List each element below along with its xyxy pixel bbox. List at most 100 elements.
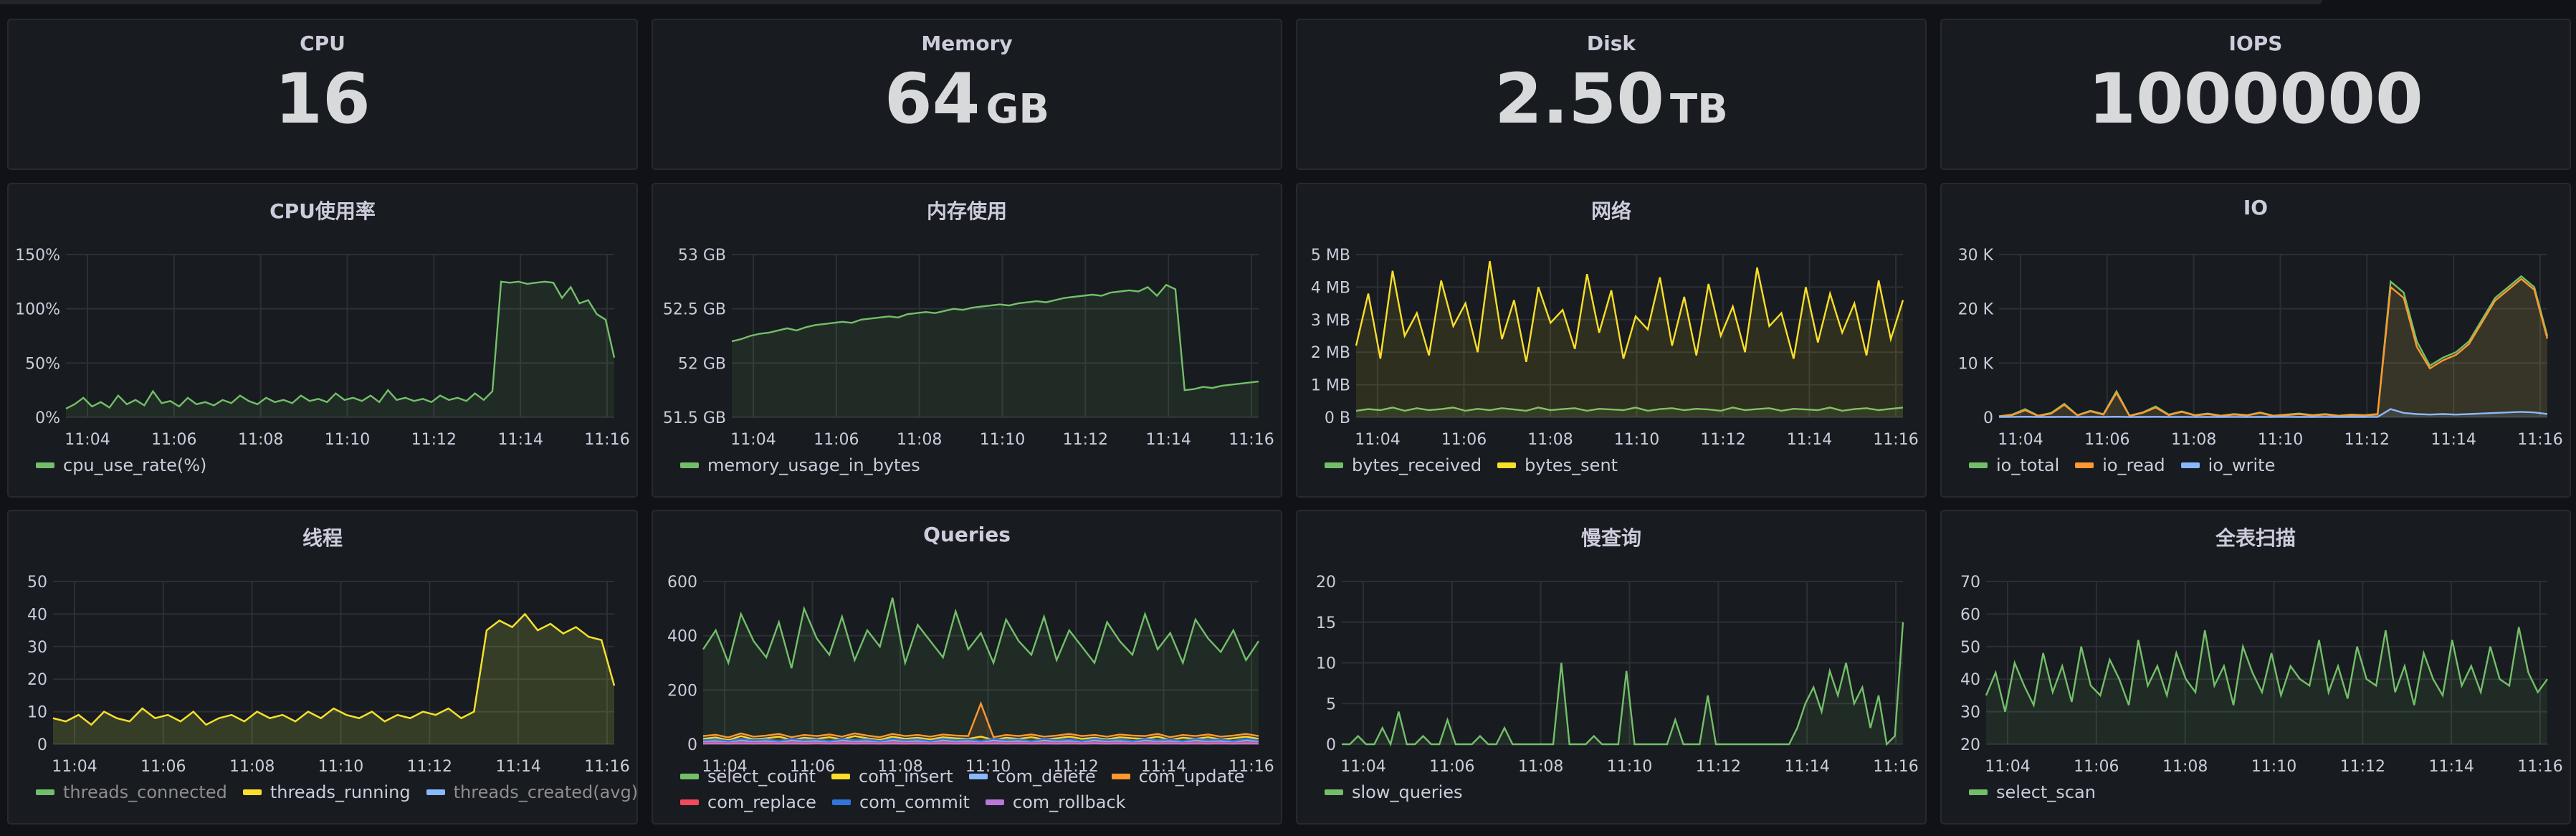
series-line-com_update[interactable] [702,700,1259,738]
legend-row: slow_queries [1325,782,1463,802]
panel-title: Disk [1586,32,1636,55]
x-tick-label: 11:08 [238,431,283,449]
legend-item[interactable]: select_count [680,766,816,787]
legend-label: com_commit [859,792,970,812]
y-tick-label: 60 [1960,606,1980,624]
x-tick-label: 11:08 [229,758,275,776]
legend-swatch [2180,462,2200,468]
chart-panel-queries[interactable]: Queries 600 400 200 0 11:04 11:06 11:08 11:10 11:… [652,510,1282,825]
x-tick-label: 11:10 [318,758,363,776]
stat-panel-0[interactable]: CPU 16 [7,19,638,170]
legend-item[interactable]: com_rollback [985,792,1126,812]
y-tick-label: 50 [1960,639,1980,657]
legend-row: threads_connected threads_running threads_… [36,782,636,802]
chart-panel-slow[interactable]: 慢查询 20 15 10 5 0 11:04 11:06 11:08 11:10 11:12 11:1… [1296,510,1927,825]
legend-label: com_update [1138,766,1245,787]
y-tick-label: 50 [27,574,47,592]
legend-item[interactable]: threads_running [242,782,411,802]
stat-panel-1[interactable]: Memory 64 GB [652,19,1282,170]
legend-item[interactable]: bytes_sent [1497,455,1618,475]
x-tick-label: 11:16 [584,758,629,776]
x-tick-label: 11:10 [2258,431,2303,449]
chart-panel-cpu[interactable]: CPU使用率 150% 100% 50% 0% 11:04 11:06 11:08 11:10 1… [7,183,638,498]
x-tick-label: 11:04 [52,758,97,776]
stat-unit: GB [986,86,1050,133]
legend-row: memory_usage_in_bytes [680,455,920,475]
panel-title: CPU [300,32,345,55]
chart-io[interactable]: 30 K 20 K 10 K 0 11:04 11:06 11:08 11:10 11:12 11… [1942,184,2571,498]
legend-label: com_rollback [1012,792,1126,812]
legend-item[interactable]: slow_queries [1325,782,1463,802]
legend-item[interactable]: com_delete [968,766,1096,787]
y-tick-label: 10 [27,704,47,722]
legend-item[interactable]: com_commit [831,792,970,812]
x-tick-label: 11:08 [877,758,922,776]
legend-item[interactable]: io_read [2075,455,2165,475]
chart-queries[interactable]: 600 400 200 0 11:04 11:06 11:08 11:10 11:12 11:14… [653,511,1282,825]
legend-item[interactable]: threads_created(avg) [426,782,636,802]
series-area [1999,409,2547,417]
legend-item[interactable]: bytes_received [1325,455,1482,475]
chart-slow[interactable]: 20 15 10 5 011:04 11:06 11:08 11:10 11:12 11:14 11… [1297,511,1927,825]
panel-title: Queries [923,523,1011,546]
chart-panel-net[interactable]: 网络 5 MB 4 MB 3 MB 2 MB 1 MB 0 B 11:04 11:06 11:08… [1296,183,1927,498]
y-tick-label: 52.5 GB [663,301,726,319]
legend-item[interactable]: io_total [1969,455,2059,475]
stat-number: 16 [275,59,371,139]
chart-net[interactable]: 5 MB 4 MB 3 MB 2 MB 1 MB 0 B 11:04 11:06 11:08 11… [1297,184,1927,498]
x-tick-label: 11:16 [1873,431,1918,449]
x-tick-label: 11:04 [702,758,747,776]
x-tick-label: 11:14 [495,758,540,776]
stat-panel-3[interactable]: IOPS 1000000 [1940,19,2571,170]
legend-item[interactable]: com_replace [680,792,816,812]
y-tick-label: 20 [27,671,47,689]
x-tick-label: 11:12 [1053,758,1098,776]
y-tick-label: 0 [687,736,697,754]
chart-threads[interactable]: 50 40 30 20 10 0 11:04 11:06 11:08 11:10 11:12 11:1… [9,511,638,825]
series-line-io_read[interactable] [1998,277,2549,418]
stat-value: 64 GB [653,65,1281,133]
series-line-com_delete[interactable] [702,739,1259,744]
legend-item[interactable]: cpu_use_rate(%) [36,455,206,475]
legend-swatch [1969,462,1988,468]
series-line-cpu_use_rate(%)[interactable] [65,280,616,409]
legend-label: threads_running [269,782,411,802]
x-tick-label: 11:06 [151,431,196,449]
legend-item[interactable]: memory_usage_in_bytes [680,455,920,475]
legend-item[interactable]: io_write [2180,455,2275,475]
legend-item[interactable]: com_update [1111,766,1245,787]
series-line-bytes_sent[interactable] [1355,260,1904,363]
legend-item[interactable]: com_insert [831,766,953,787]
series-line-io_write[interactable] [1998,408,2548,418]
chart-panel-mem[interactable]: 内存使用 53 GB 52.5 GB 52 GB 51.5 GB 11:04 11:06 11… [652,183,1282,498]
chart-legend: cpu_use_rate(%) [36,455,206,475]
legend-item[interactable]: threads_connected [36,782,227,802]
x-tick-label: 11:06 [2074,758,2119,776]
series-line-select_count[interactable] [702,597,1259,669]
chart-panel-io[interactable]: IO 30 K 20 K 10 K 0 11:04 11:06 11:08 11:10 11:12… [1940,183,2571,498]
chart-panel-threads[interactable]: 线程 50 40 30 20 10 0 11:04 11:06 11:08 11:10 11:12 11… [7,510,638,825]
x-tick-label: 11:10 [1607,758,1652,776]
series-line-select_scan[interactable] [1985,627,2548,712]
chart-cpu[interactable]: 150% 100% 50% 0% 11:04 11:06 11:08 11:10 11:12 11… [9,184,638,498]
legend-item[interactable]: select_scan [1969,782,2096,802]
series-area [1999,276,2547,417]
series-line-threads_running[interactable] [52,612,616,726]
series-area [732,285,1259,417]
y-tick-label: 52 GB [678,355,726,373]
y-tick-label: 10 K [1958,355,1994,373]
legend-swatch [680,799,699,805]
legend-swatch [968,774,988,779]
x-tick-label: 11:08 [1518,758,1563,776]
series-line-memory_usage_in_bytes[interactable] [731,283,1259,391]
series-line-slow_queries[interactable] [1342,622,1904,747]
y-tick-label: 20 K [1958,301,1994,319]
stat-panel-2[interactable]: Disk 2.50 TB [1296,19,1927,170]
series-line-com_commit[interactable] [702,738,1259,742]
series-line-bytes_received[interactable] [1355,407,1904,412]
chart-scan[interactable]: 70 60 50 40 30 20 11:04 11:06 11:08 11:10 11:12 11:… [1942,511,2571,825]
x-tick-label: 11:04 [730,431,776,449]
chart-panel-scan[interactable]: 全表扫描 70 60 50 40 30 20 11:04 11:06 11:08 11:10 11:1… [1940,510,2571,825]
chart-legend: bytes_received bytes_sent [1325,455,1618,475]
